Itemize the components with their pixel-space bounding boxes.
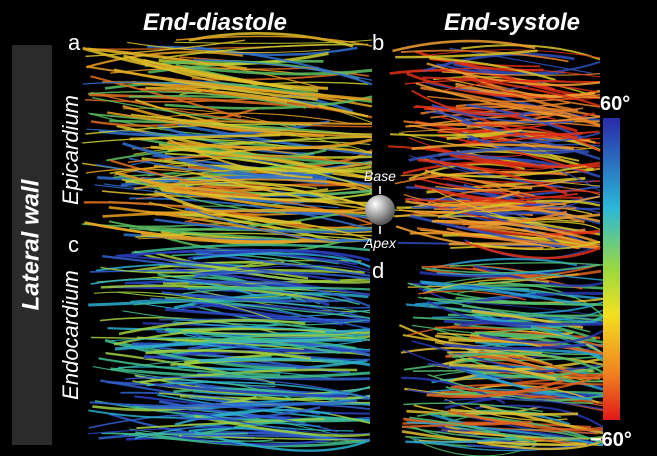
figure: Lateral wall End-diastole End-systole a … <box>0 0 657 456</box>
orientation-label: Base <box>364 168 396 184</box>
colorbar-max-label: 60° <box>600 93 630 115</box>
panel-label: a <box>68 30 81 55</box>
panel-label: c <box>68 232 79 257</box>
fiber-streak <box>448 315 603 316</box>
fiber-streak <box>434 208 576 209</box>
row-group-label: Lateral wall <box>17 178 44 310</box>
row-title: Endocardium <box>58 270 83 400</box>
orientation-sphere <box>365 195 395 225</box>
row-title: Epicardium <box>58 95 83 205</box>
panel-label: d <box>372 258 384 283</box>
colorbar <box>603 118 620 420</box>
orientation-label: Apex <box>363 235 397 251</box>
column-title: End-systole <box>444 9 580 36</box>
column-title: End-diastole <box>143 9 287 36</box>
colorbar-min-label: −60° <box>590 429 632 451</box>
panel-label: b <box>372 30 384 55</box>
